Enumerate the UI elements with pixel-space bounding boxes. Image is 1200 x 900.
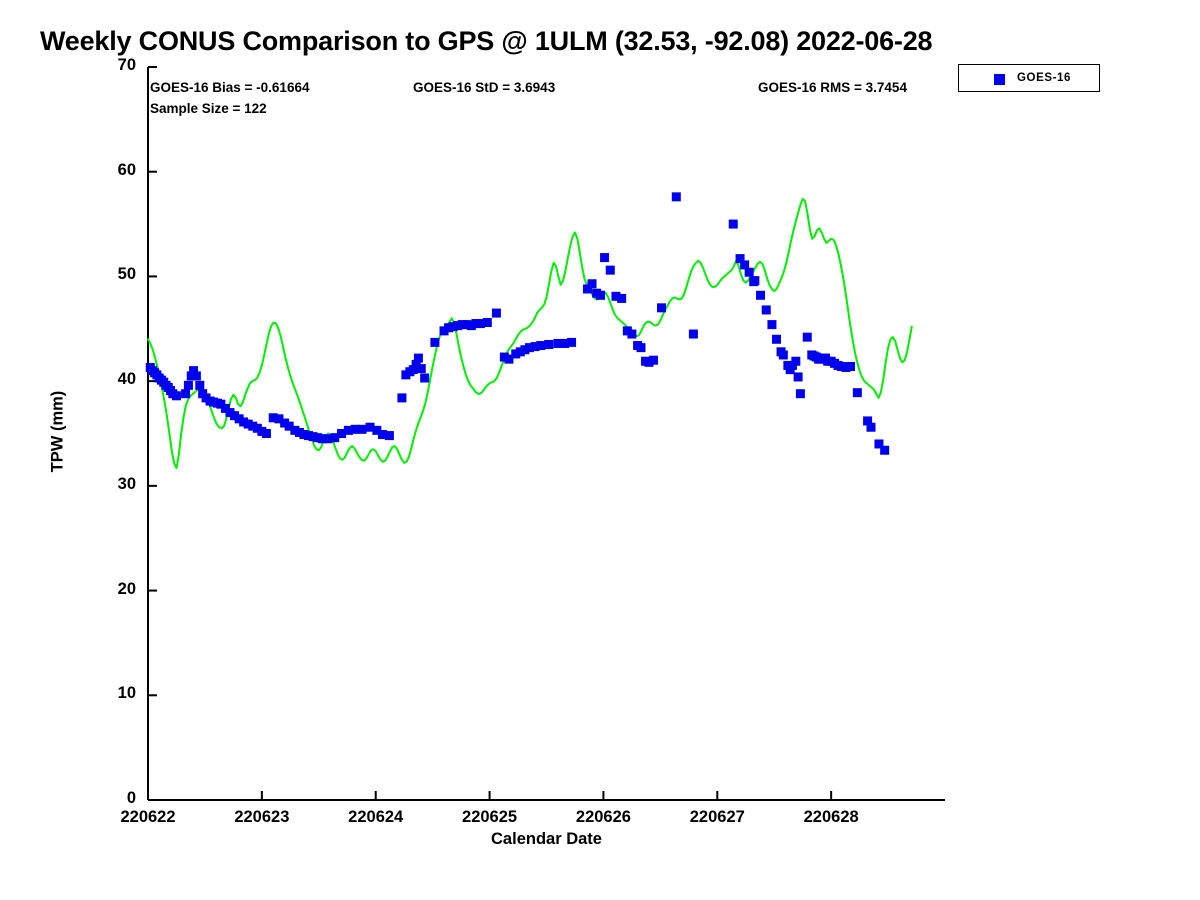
annotation-rms: GOES-16 RMS = 3.7454	[758, 80, 907, 95]
x-tick-label: 220625	[462, 808, 518, 826]
x-axis-label: Calendar Date	[491, 830, 602, 848]
y-tick-label: 0	[126, 789, 136, 807]
goes16-scatter-points	[145, 192, 890, 455]
annotation-sample-size: Sample Size = 122	[150, 101, 267, 116]
gps-reference-line	[147, 197, 913, 470]
axes-lines	[147, 66, 945, 801]
y-tick-label: 60	[117, 160, 136, 179]
x-tick-label: 220628	[803, 808, 859, 826]
chart-title: Weekly CONUS Comparison to GPS @ 1ULM (3…	[40, 26, 933, 56]
annotation-std: GOES-16 StD = 3.6943	[413, 80, 556, 95]
x-tick-label: 220627	[689, 808, 745, 826]
legend-label-goes16: GOES-16	[1017, 72, 1072, 84]
y-tick-label: 70	[117, 56, 136, 74]
legend-marker-goes16	[994, 74, 1005, 85]
x-tick-label: 220623	[234, 808, 290, 826]
x-tick-label: 220626	[575, 808, 631, 826]
y-tick-label: 10	[117, 684, 136, 703]
y-tick-label: 40	[117, 370, 136, 389]
x-tick-label: 220624	[348, 808, 404, 826]
chart-legend[interactable]: GOES-16	[958, 64, 1100, 92]
x-tick-label: 220622	[120, 808, 176, 826]
y-tick-label: 20	[117, 579, 136, 598]
y-tick-label: 50	[117, 265, 136, 284]
annotation-bias: GOES-16 Bias = -0.61664	[150, 80, 310, 95]
y-tick-label: 30	[117, 474, 136, 493]
